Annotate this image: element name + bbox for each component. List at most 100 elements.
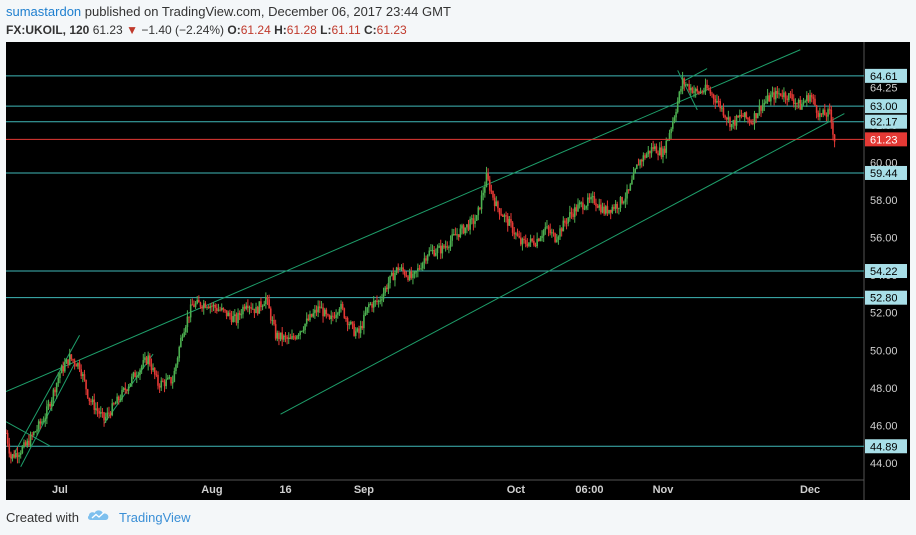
candle-body [222, 307, 225, 310]
candle-body [171, 381, 174, 384]
symbol-bar: FX:UKOIL, 120 61.23 ▼ −1.40 (−2.24%) O:6… [6, 21, 910, 39]
last-price: 61.23 [92, 23, 123, 37]
candle-body [479, 207, 481, 210]
candle-body [11, 454, 14, 459]
candle-body [62, 366, 64, 372]
candle-body [304, 323, 306, 331]
candle-body [21, 446, 24, 454]
candle-body [665, 140, 668, 153]
candle-body [54, 389, 56, 393]
candle-body [523, 238, 525, 241]
candle-body [194, 303, 197, 307]
candle-body [537, 238, 540, 242]
candle-body [797, 99, 800, 104]
y-tick-label: 64.25 [870, 82, 898, 94]
candle-body [199, 302, 202, 307]
candle-body [310, 314, 313, 317]
candle-body [461, 225, 463, 229]
tradingview-link[interactable]: TradingView [118, 510, 191, 525]
candle-body [363, 314, 365, 329]
candle-body [794, 103, 797, 105]
candle-body [281, 332, 283, 340]
candle-body [32, 431, 35, 435]
candle-body [297, 334, 300, 337]
candle-body [176, 357, 179, 365]
candle-body [804, 100, 806, 103]
candle-body [376, 300, 378, 303]
candle-body [314, 309, 316, 314]
candle-body [216, 307, 218, 311]
candle-body [536, 238, 538, 247]
candle-body [162, 380, 164, 382]
candle-body [680, 88, 682, 92]
candle-body [750, 122, 753, 124]
price-chart[interactable]: 44.0046.0048.0050.0052.0054.0056.0058.00… [6, 42, 910, 500]
candle-body [425, 258, 427, 261]
candle-body [734, 120, 736, 126]
candle-body [299, 331, 301, 335]
candle-body [372, 301, 375, 308]
candle-body [575, 207, 578, 212]
candle-body [6, 432, 7, 434]
candle-body [438, 245, 440, 248]
author-link[interactable]: sumastardon [6, 4, 82, 19]
candle-body [28, 440, 30, 446]
candle-body [238, 312, 241, 315]
candle-body [260, 301, 262, 308]
candle-body [784, 92, 787, 99]
candle-body [716, 100, 718, 103]
candle-body [256, 307, 259, 314]
candle-body [765, 101, 767, 104]
candle-body [59, 373, 61, 379]
candle-body [67, 359, 69, 365]
candle-body [207, 307, 210, 309]
candle-body [420, 268, 422, 270]
candle-body [286, 336, 288, 339]
candle-body [608, 209, 610, 214]
candle-body [364, 312, 367, 315]
candle-body [763, 103, 766, 105]
candle-body [572, 213, 574, 217]
candle-body [827, 109, 829, 117]
candle-body [802, 102, 805, 104]
candle-body [743, 112, 746, 117]
candle-body [421, 262, 424, 269]
candle-body [622, 201, 625, 204]
candle-body [626, 189, 628, 199]
candle-body [727, 117, 730, 120]
candle-body [86, 389, 89, 398]
level-label: 62.17 [870, 117, 898, 129]
candle-body [418, 268, 421, 270]
candle-body [513, 232, 516, 235]
candle-body [593, 196, 596, 204]
candle-body [65, 359, 68, 364]
candle-body [806, 95, 808, 101]
candle-body [590, 196, 592, 200]
candle-body [113, 403, 115, 405]
candle-body [567, 217, 569, 224]
candle-body [273, 320, 275, 325]
candle-body [198, 299, 200, 303]
candle-body [188, 316, 190, 318]
candle-body [268, 299, 270, 309]
candle-body [526, 243, 529, 247]
chart-area[interactable]: 44.0046.0048.0050.0052.0054.0056.0058.00… [6, 42, 910, 500]
candle-body [613, 206, 615, 209]
candle-body [807, 95, 810, 102]
candle-body [464, 227, 467, 234]
candle-body [24, 442, 27, 446]
candle-body [336, 313, 339, 315]
candle-body [452, 233, 455, 235]
candle-body [104, 416, 107, 421]
candle-body [394, 272, 396, 281]
candle-body [47, 403, 50, 407]
candle-body [557, 236, 560, 240]
candle-body [361, 325, 364, 329]
candle-body [701, 91, 704, 93]
candle-body [29, 434, 32, 446]
candle-body [783, 92, 785, 97]
candle-body [242, 306, 244, 315]
candle-body [737, 115, 739, 118]
price-change: −1.40 (−2.24%) [141, 23, 225, 37]
candle-body [333, 316, 336, 318]
